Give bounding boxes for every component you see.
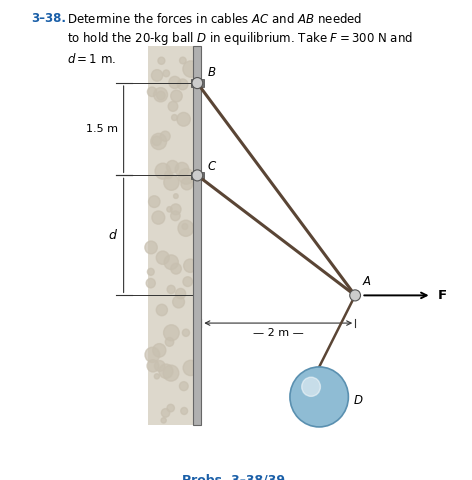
Circle shape: [179, 382, 188, 391]
Circle shape: [177, 79, 188, 90]
Text: $\mathbf{F}$: $\mathbf{F}$: [437, 289, 447, 302]
Circle shape: [157, 91, 165, 100]
Circle shape: [179, 57, 186, 64]
Text: — 2 m —: — 2 m —: [253, 328, 303, 338]
Circle shape: [192, 170, 203, 181]
Circle shape: [147, 268, 154, 276]
Circle shape: [163, 70, 169, 77]
Circle shape: [169, 76, 181, 88]
Text: Probs. 3–38/39: Probs. 3–38/39: [182, 473, 285, 480]
Text: Determine the forces in cables $AC$ and $AB$ needed
to hold the 20-kg ball $D$ i: Determine the forces in cables $AC$ and …: [67, 12, 413, 66]
Circle shape: [177, 112, 190, 126]
Circle shape: [167, 206, 172, 212]
Bar: [191, 79, 203, 87]
Text: $D$: $D$: [353, 394, 363, 407]
Circle shape: [178, 220, 194, 236]
Circle shape: [152, 211, 165, 224]
Circle shape: [184, 259, 197, 272]
Circle shape: [161, 418, 166, 423]
Circle shape: [153, 344, 166, 357]
Circle shape: [152, 70, 163, 81]
Circle shape: [159, 364, 173, 378]
Circle shape: [156, 304, 168, 316]
Circle shape: [154, 374, 160, 379]
Circle shape: [160, 131, 170, 141]
Circle shape: [182, 329, 189, 336]
Circle shape: [154, 360, 165, 372]
Circle shape: [183, 61, 199, 77]
Text: 1.5 m: 1.5 m: [86, 124, 118, 134]
Circle shape: [158, 57, 165, 64]
Circle shape: [174, 194, 178, 199]
Circle shape: [155, 163, 171, 179]
Circle shape: [171, 263, 181, 274]
Circle shape: [167, 404, 175, 412]
Circle shape: [178, 168, 194, 184]
Circle shape: [151, 133, 167, 150]
Circle shape: [181, 178, 193, 190]
Circle shape: [156, 251, 169, 264]
Bar: [194, 46, 202, 425]
Text: $d$: $d$: [108, 228, 118, 242]
Circle shape: [171, 211, 180, 221]
Circle shape: [145, 241, 157, 254]
Circle shape: [183, 277, 193, 287]
Text: 3–38.: 3–38.: [32, 12, 67, 24]
Circle shape: [154, 87, 168, 102]
Circle shape: [161, 408, 170, 417]
Circle shape: [173, 296, 185, 308]
Circle shape: [182, 224, 188, 229]
Circle shape: [149, 196, 160, 207]
Bar: [148, 46, 194, 425]
Circle shape: [167, 160, 178, 173]
Text: $B$: $B$: [207, 66, 217, 79]
Bar: [191, 172, 203, 179]
Circle shape: [147, 87, 157, 96]
Circle shape: [147, 360, 159, 372]
Circle shape: [165, 171, 172, 179]
Circle shape: [170, 204, 181, 215]
Circle shape: [181, 408, 187, 415]
Circle shape: [164, 175, 179, 190]
Circle shape: [145, 347, 160, 362]
Circle shape: [175, 162, 189, 177]
Circle shape: [192, 78, 203, 89]
Circle shape: [152, 136, 161, 145]
Circle shape: [171, 115, 177, 120]
Circle shape: [146, 278, 155, 288]
Text: $C$: $C$: [207, 160, 218, 173]
Circle shape: [171, 90, 182, 102]
Text: $A$: $A$: [362, 276, 372, 288]
Circle shape: [302, 377, 320, 396]
Circle shape: [290, 367, 348, 427]
Circle shape: [165, 337, 174, 346]
Circle shape: [168, 101, 178, 111]
Circle shape: [164, 255, 178, 270]
Circle shape: [164, 325, 179, 341]
Circle shape: [176, 288, 185, 299]
Circle shape: [183, 360, 198, 376]
Circle shape: [163, 365, 179, 381]
Circle shape: [167, 285, 175, 294]
Circle shape: [350, 290, 361, 301]
